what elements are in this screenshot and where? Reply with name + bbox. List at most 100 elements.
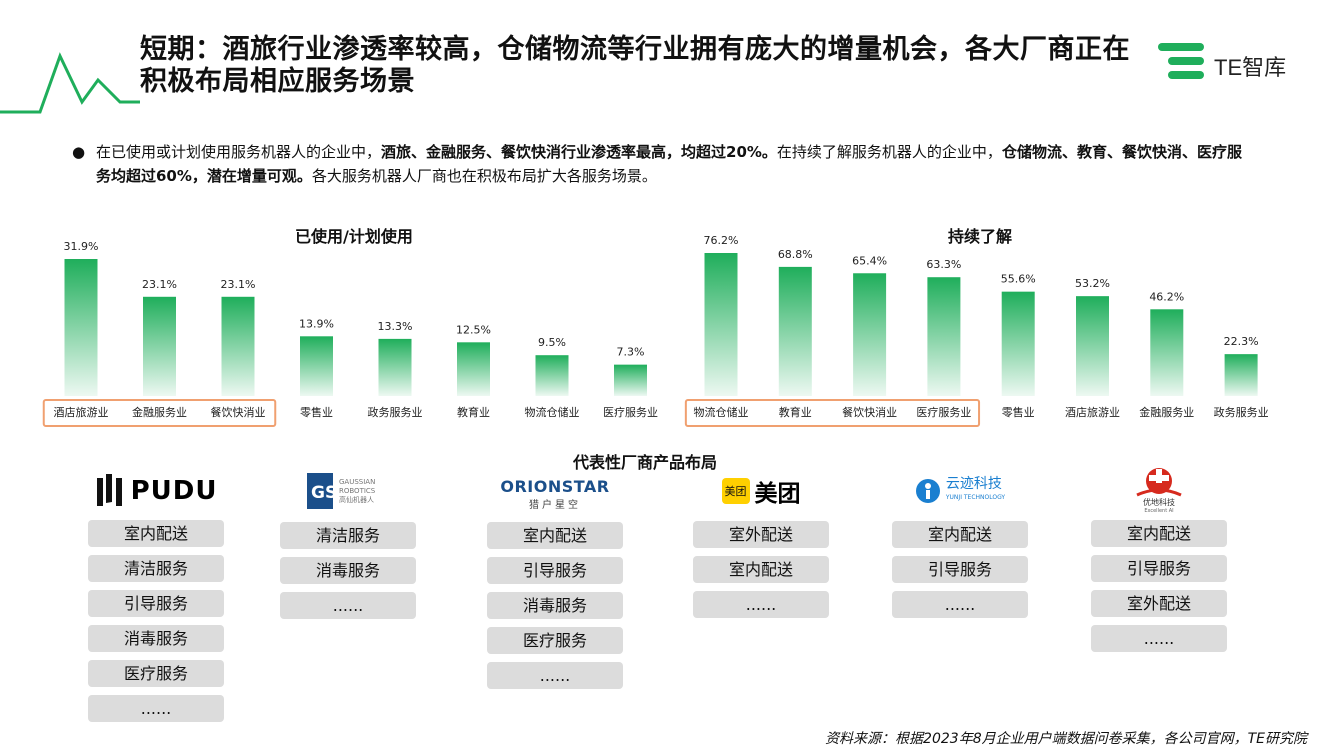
bullet-icon: ●: [72, 143, 86, 161]
service-tag: 室内配送: [1091, 520, 1227, 547]
yunji-mark-icon: [915, 479, 940, 503]
vendors-title: 代表性厂商产品布局: [573, 453, 718, 472]
gaussian-logo-icon: GS GAUSSIAN ROBOTICS 高仙机器人: [280, 465, 416, 517]
service-tag: 室内配送: [693, 556, 829, 583]
youdi-logo-sub: Excellent AI: [1144, 507, 1174, 514]
summary-part: 在持续了解服务机器人的企业中，: [776, 143, 1002, 161]
bar-value-label: 23.1%: [142, 278, 177, 291]
chart-title-aware: 持续了解: [948, 227, 1013, 246]
vendor-services: 室外配送室内配送......: [693, 521, 829, 618]
bar: [778, 266, 812, 396]
highlight-box: [42, 399, 277, 427]
category-label: 教育业: [779, 405, 812, 419]
orionstar-logo-icon: ORIONSTAR 猎户星空: [487, 470, 623, 518]
vendor-orionstar: ORIONSTAR 猎户星空 室内配送引导服务消毒服务医疗服务......: [487, 470, 623, 697]
vendor-services: 清洁服务消毒服务......: [280, 522, 416, 619]
bar: [143, 296, 176, 396]
bar: [1001, 291, 1035, 396]
vendor-services: 室内配送引导服务......: [892, 521, 1028, 618]
service-tag: 室内配送: [892, 521, 1028, 548]
orionstar-logo-text: ORIONSTAR: [500, 477, 610, 496]
category-label: 物流仓储业: [694, 405, 749, 419]
vendor-youdi: 优地科技 Excellent AI 室内配送 引导服务 室外配送......: [1091, 465, 1227, 660]
highlight-box: [684, 399, 981, 427]
yunji-logo-text: 云迹科技: [945, 476, 1002, 492]
category-label: 政务服务业: [368, 405, 423, 419]
header-zigzag-line: [0, 52, 140, 114]
bar-value-label: 31.9%: [64, 240, 99, 253]
bar-value-label: 46.2%: [1149, 290, 1184, 303]
bar-value-label: 68.8%: [778, 248, 813, 261]
bar-value-label: 76.2%: [704, 234, 739, 247]
bar: [378, 338, 412, 396]
bar: [300, 336, 333, 396]
service-tag: 清洁服务: [280, 522, 416, 549]
bar: [704, 253, 738, 396]
service-tag: 引导服务: [88, 590, 224, 617]
te-logo-icon: [1158, 43, 1204, 79]
vendor-yunji: 云迹科技 YUNJI TECHNOLOGY 室内配送引导服务......: [892, 465, 1028, 626]
vendor-services: 室内配送 清洁服务 引导服务 消毒服务 医疗服务......: [88, 520, 224, 722]
category-label: 金融服务业: [1139, 405, 1194, 419]
bar: [64, 259, 98, 396]
bar-value-label: 23.1%: [221, 278, 256, 291]
bar-value-label: 12.5%: [456, 323, 491, 336]
youdi-mark-icon: [1136, 467, 1182, 496]
bar: [221, 296, 255, 396]
pudu-logo-text: PUDU: [130, 476, 218, 506]
service-tag: 医疗服务: [487, 627, 623, 654]
category-label: 零售业: [1002, 405, 1035, 419]
summary-part-bold: 酒旅、金融服务、餐饮快消行业渗透率最高，均超过20%。: [381, 143, 777, 161]
bar: [1076, 296, 1109, 396]
summary-text: 在已使用或计划使用服务机器人的企业中，酒旅、金融服务、餐饮快消行业渗透率最高，均…: [96, 140, 1256, 188]
category-label: 酒店旅游业: [54, 405, 109, 419]
service-tag: 室内配送: [487, 522, 623, 549]
pudu-mark-icon: [96, 474, 122, 506]
bar: [927, 277, 961, 396]
bar: [614, 364, 647, 396]
vendor-gaussian: GS GAUSSIAN ROBOTICS 高仙机器人 清洁服务消毒服务.....…: [280, 465, 416, 627]
vendor-services: 室内配送引导服务消毒服务医疗服务......: [487, 522, 623, 689]
service-tag: ......: [88, 695, 224, 722]
orionstar-logo-sub: 猎户星空: [529, 500, 581, 511]
service-tag: 医疗服务: [88, 660, 224, 687]
bar-value-label: 13.3%: [378, 320, 413, 333]
category-label: 物流仓储业: [525, 405, 580, 419]
service-tag: 消毒服务: [280, 557, 416, 584]
service-tag: 室外配送: [693, 521, 829, 548]
bar-value-label: 55.6%: [1001, 273, 1036, 286]
service-tag: ......: [892, 591, 1028, 618]
category-label: 餐饮快消业: [211, 405, 266, 419]
svg-text:GS: GS: [311, 483, 335, 503]
service-tag: 消毒服务: [487, 592, 623, 619]
service-tag: 清洁服务: [88, 555, 224, 582]
category-label: 金融服务业: [132, 405, 187, 419]
bar: [853, 273, 887, 396]
service-tag: ......: [280, 592, 416, 619]
bar-value-label: 63.3%: [926, 258, 961, 271]
page-title: 短期：酒旅行业渗透率较高，仓储物流等行业拥有庞大的增量机会，各大厂商正在积极布局…: [140, 34, 1130, 97]
service-tag: ......: [487, 662, 623, 689]
bar-value-label: 53.2%: [1075, 277, 1110, 290]
service-tag: 消毒服务: [88, 625, 224, 652]
te-logo: TE智库: [1158, 42, 1308, 82]
service-tag: 引导服务: [892, 556, 1028, 583]
meituan-logo-icon: 美团 美团: [693, 465, 829, 517]
category-label: 餐饮快消业: [842, 405, 897, 419]
source-note: 资料来源：根据2023年8月企业用户端数据问卷采集，各公司官网，TE研究院: [825, 731, 1307, 747]
service-tag: ......: [1091, 625, 1227, 652]
bar-value-label: 13.9%: [299, 317, 334, 330]
bar: [457, 342, 490, 396]
meituan-badge: 美团: [721, 478, 750, 504]
youdi-logo-text: 优地科技: [1143, 497, 1175, 507]
bar-value-label: 7.3%: [617, 346, 645, 359]
meituan-logo-text: 美团: [754, 481, 801, 507]
category-label: 医疗服务业: [916, 405, 971, 419]
bar-chart-used: 31.9% 酒店旅游业 23.1% 金融服务业 23.1% 餐饮快消业 13.9% 零售业 13…: [42, 240, 658, 427]
service-tag: ......: [693, 591, 829, 618]
bar: [1150, 309, 1184, 396]
summary-part: 在已使用或计划使用服务机器人的企业中，: [96, 143, 382, 161]
yunji-logo-sub: YUNJI TECHNOLOGY: [945, 494, 1006, 501]
gaussian-mark-icon: GS: [307, 473, 335, 509]
service-tag: 引导服务: [487, 557, 623, 584]
